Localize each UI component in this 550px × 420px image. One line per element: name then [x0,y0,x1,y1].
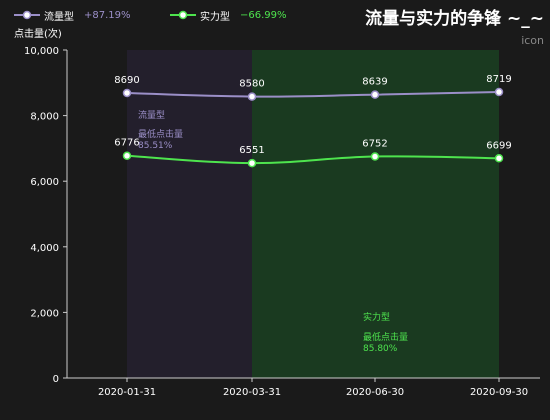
series-line-0 [126,91,500,98]
annotation-traffic-value: 85.51% [138,141,173,151]
band-0 [127,50,252,378]
legend-item-traffic[interactable]: 流量型 +87.19% [14,6,131,24]
band-1 [252,50,499,378]
data-label: 8719 [486,74,511,85]
data-label: 6551 [239,145,264,156]
icon-placeholder: icon [521,34,544,47]
y-tick-label: 2,000 [30,308,59,319]
y-axis-label: 点击量(次) [14,29,62,40]
legend-percent: +87.19% [84,9,131,21]
annotation-strength-value: 85.80% [363,344,398,354]
data-label: 6776 [114,138,139,149]
data-point [122,88,132,98]
annotation-strength-name: 实力型 [363,311,390,323]
y-tick-label: 6,000 [30,177,59,188]
data-label: 8690 [114,75,139,86]
chart-title: 流量与实力的争锋 ~_~ [365,9,544,29]
legend-percent: −66.99% [240,9,287,21]
x-tick-label: 2020-01-31 [98,387,156,398]
x-tick-label: 2020-03-31 [223,387,281,398]
x-tick-label: 2020-09-30 [470,387,528,398]
data-point [494,154,504,163]
data-point [494,87,504,97]
annotation-strength-label: 最低点击量 [363,331,408,343]
series-line-1 [126,154,500,165]
legend-label: 实力型 [200,11,230,23]
y-tick-label: 0 [53,374,59,385]
y-tick-label: 10,000 [24,46,59,57]
data-label: 6752 [362,139,387,150]
annotation-traffic-name: 流量型 [138,109,165,121]
legend-item-strength[interactable]: 实力型 −66.99% [170,6,287,24]
x-tick-label: 2020-06-30 [346,387,404,398]
data-point [247,158,257,168]
data-label: 8580 [239,79,264,90]
y-tick-label: 4,000 [30,243,59,254]
data-label: 6699 [486,140,511,151]
data-label: 8639 [362,77,387,88]
data-point [247,92,257,101]
legend-line-icon [14,10,40,20]
legend-line-icon [170,10,196,20]
legend-label: 流量型 [44,11,74,23]
data-point [122,151,132,160]
y-tick-label: 8,000 [30,112,59,123]
data-point [370,90,380,99]
annotation-traffic-label: 最低点击量 [138,128,183,140]
data-point [370,152,380,161]
